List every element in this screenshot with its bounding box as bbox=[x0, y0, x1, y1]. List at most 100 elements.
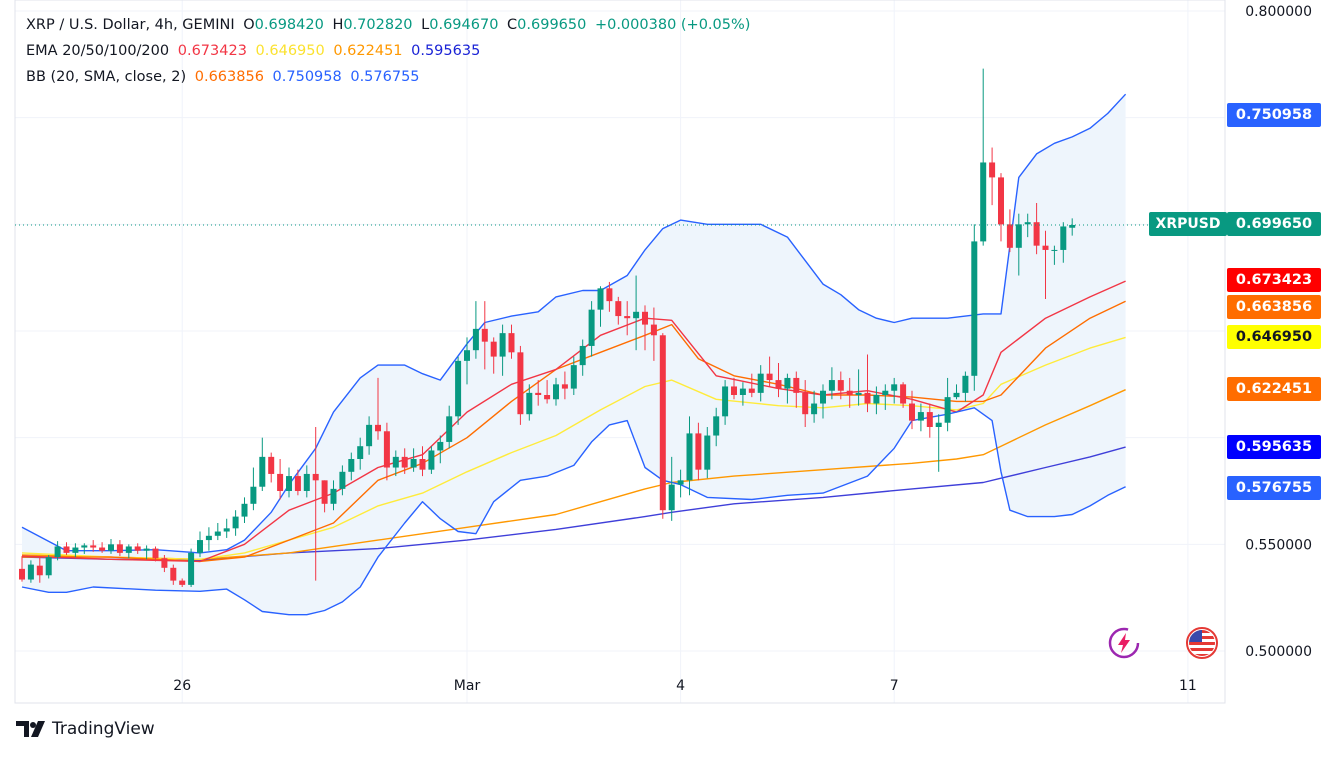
candle-body bbox=[820, 390, 826, 404]
candle-body bbox=[134, 546, 141, 551]
candle bbox=[259, 437, 266, 491]
candle bbox=[553, 377, 559, 406]
candle-body bbox=[1042, 245, 1049, 250]
candle bbox=[508, 324, 515, 359]
bb-upper-line bbox=[21, 93, 1127, 554]
legend-close: 0.699650 bbox=[517, 17, 587, 33]
legend-ema[interactable]: EMA 20/50/100/200 0.673423 0.646950 0.62… bbox=[26, 41, 484, 61]
candle-body bbox=[855, 392, 862, 395]
legend-bb[interactable]: BB (20, SMA, close, 2) 0.663856 0.750958… bbox=[26, 67, 424, 87]
candle-body bbox=[526, 392, 533, 415]
candle bbox=[116, 540, 123, 557]
legend-close-label: C bbox=[507, 17, 518, 33]
candle-body bbox=[793, 377, 800, 393]
badge-ema200: 0.595635 bbox=[1227, 435, 1321, 459]
candle bbox=[348, 452, 355, 481]
candle bbox=[312, 427, 319, 581]
legend-bb-label: BB (20, SMA, close, 2) bbox=[26, 69, 187, 85]
candle bbox=[971, 224, 978, 391]
legend-ohlc: XRP / U.S. Dollar, 4h, GEMINI O0.698420 … bbox=[26, 15, 754, 35]
badge-ema20: 0.673423 bbox=[1227, 268, 1321, 292]
candle bbox=[277, 459, 284, 500]
candle bbox=[72, 543, 79, 558]
candle-body bbox=[366, 424, 373, 447]
x-tick-label: 7 bbox=[890, 678, 899, 694]
candle-body bbox=[695, 433, 702, 470]
candle bbox=[419, 446, 426, 477]
candle bbox=[19, 556, 25, 582]
candle bbox=[953, 384, 960, 400]
candle-body bbox=[419, 459, 426, 470]
candle bbox=[633, 275, 640, 351]
candle bbox=[624, 301, 631, 336]
candle-body bbox=[980, 162, 987, 242]
candle-body bbox=[998, 177, 1004, 225]
candle bbox=[1060, 222, 1067, 263]
candle-body bbox=[909, 403, 915, 421]
candle-body bbox=[588, 309, 595, 346]
candle bbox=[303, 465, 310, 498]
candle bbox=[197, 531, 203, 558]
candle-body bbox=[241, 503, 248, 517]
candle bbox=[401, 448, 408, 474]
candle-body bbox=[197, 540, 203, 553]
candle bbox=[900, 382, 907, 408]
candle-body bbox=[650, 324, 657, 336]
bb-lower-line bbox=[21, 407, 1126, 616]
candle-body bbox=[446, 416, 453, 442]
candle-body bbox=[72, 547, 79, 553]
candle bbox=[241, 497, 248, 523]
candle-body bbox=[1015, 224, 1022, 248]
candle-body bbox=[36, 565, 43, 576]
candle bbox=[811, 390, 818, 423]
us-flag-icon[interactable] bbox=[1185, 626, 1219, 660]
candle-body bbox=[205, 535, 212, 541]
candle-body bbox=[63, 546, 70, 553]
x-tick-label: 4 bbox=[676, 678, 685, 694]
badge-bb-upper: 0.750958 bbox=[1227, 103, 1321, 127]
candle-body bbox=[259, 456, 266, 487]
candle-body bbox=[277, 473, 284, 491]
candle bbox=[802, 380, 809, 427]
candle-body bbox=[188, 552, 195, 585]
candle-body bbox=[179, 580, 186, 585]
candle-body bbox=[544, 395, 551, 400]
candle bbox=[357, 437, 364, 470]
candle bbox=[677, 469, 684, 498]
candle bbox=[383, 422, 390, 481]
candle-body bbox=[152, 548, 159, 559]
candle-body bbox=[348, 459, 355, 472]
candle-body bbox=[775, 380, 782, 389]
candle-body bbox=[579, 345, 586, 366]
candle-body bbox=[339, 471, 346, 489]
candle bbox=[944, 377, 951, 432]
candle bbox=[891, 377, 898, 404]
candle-body bbox=[99, 547, 106, 551]
candle-body bbox=[19, 568, 25, 580]
candle bbox=[54, 541, 61, 561]
candle-body bbox=[143, 548, 150, 551]
candle-body bbox=[633, 311, 640, 319]
candle-body bbox=[116, 544, 123, 553]
candle-body bbox=[615, 301, 622, 317]
candle bbox=[99, 542, 106, 553]
last-price-badge: 0.699650 bbox=[1227, 212, 1321, 236]
candle bbox=[268, 452, 275, 483]
candle-body bbox=[312, 473, 319, 481]
candle bbox=[570, 356, 577, 395]
candle-body bbox=[553, 384, 559, 400]
candle bbox=[731, 377, 737, 400]
candle-body bbox=[455, 360, 462, 417]
candle-body bbox=[490, 341, 497, 357]
candle-body bbox=[873, 395, 880, 404]
legend-ema100: 0.622451 bbox=[333, 43, 403, 59]
candle bbox=[90, 540, 97, 552]
candle-body bbox=[935, 422, 942, 427]
tradingview-logo[interactable]: TradingView bbox=[16, 719, 155, 739]
candle-body bbox=[766, 373, 773, 381]
flash-icon[interactable] bbox=[1107, 626, 1141, 660]
badge-ema50: 0.646950 bbox=[1227, 325, 1321, 349]
badge-bb-basis: 0.663856 bbox=[1227, 295, 1321, 319]
legend-bb-lower: 0.576755 bbox=[350, 69, 420, 85]
